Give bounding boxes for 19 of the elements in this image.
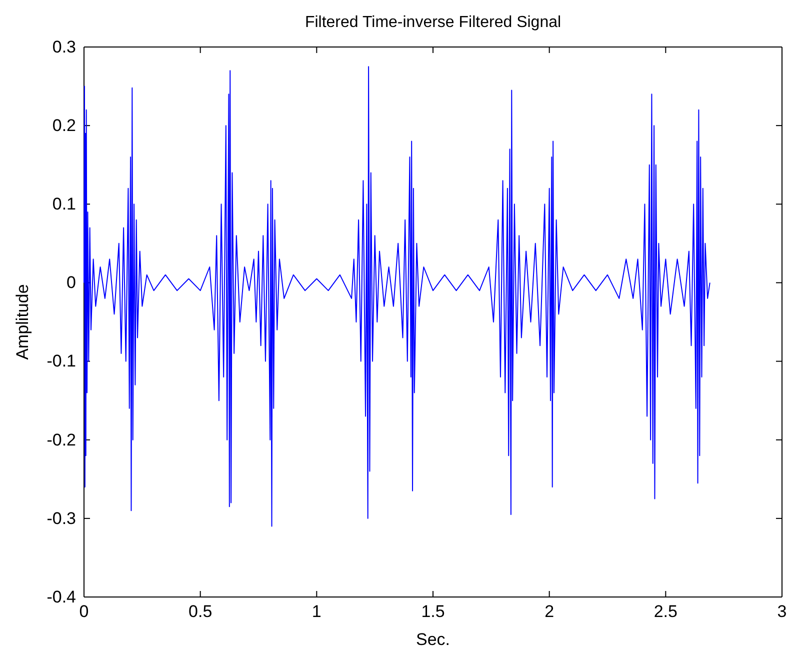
x-axis-title: Sec. [416,630,450,649]
x-tick-label: 0.5 [188,602,212,622]
y-tick-label: -0.1 [46,352,76,371]
x-tick-label: 0 [79,602,89,622]
x-tick-label: 3 [777,602,787,622]
y-axis-title: Amplitude [13,284,32,360]
y-tick-label: 0.1 [52,194,76,214]
x-tick-label: 2 [544,602,554,622]
line-series [84,66,710,527]
chart-title: Filtered Time-inverse Filtered Signal [304,14,562,31]
x-tick-label: 1.5 [421,602,445,622]
y-tick-label: -0.3 [46,508,76,528]
y-tick-label: 0 [66,273,76,292]
x-tick-label: 2.5 [654,602,678,622]
y-tick-label: -0.2 [46,430,76,450]
y-tick-label: 0.3 [52,37,76,56]
y-tick-label: 0.2 [52,116,76,136]
x-tick-label: 1 [312,602,322,622]
y-tick-label: -0.4 [46,587,76,606]
